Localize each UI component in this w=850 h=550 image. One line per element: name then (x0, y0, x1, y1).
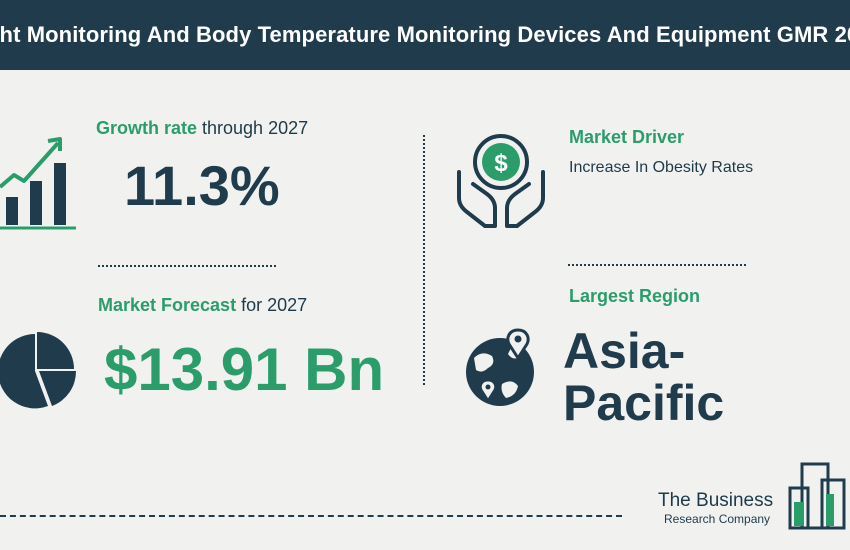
growth-rate-label: Growth rate through 2027 (96, 118, 308, 139)
largest-region-name-line2: Pacific (563, 375, 725, 431)
largest-region-label-text: Largest Region (569, 286, 701, 306)
growth-rate-value: 11.3% (124, 158, 280, 214)
divider-left (98, 265, 276, 267)
market-driver-text: Increase In Obesity Rates (569, 159, 754, 176)
growth-rate-number: 11.3% (124, 154, 280, 217)
bar-chart-growth-icon (0, 137, 76, 230)
largest-region-name-line1: Asia- (563, 323, 686, 379)
market-driver-label-text: Market Driver (569, 127, 685, 147)
growth-rate-label-rest: through 2027 (197, 118, 309, 138)
market-driver-label: Market Driver (569, 127, 684, 148)
pie-chart-icon (0, 332, 77, 409)
bottom-dashed-line (0, 515, 622, 517)
market-forecast-value: $13.91 Bn (104, 340, 384, 400)
company-logo-name: The Business (658, 490, 774, 511)
market-forecast-number: $13.91 Bn (104, 336, 385, 403)
svg-text:$: $ (494, 150, 508, 177)
hands-dollar-coin-icon: $ (457, 134, 545, 228)
market-forecast-label: Market Forecast for 2027 (98, 295, 307, 316)
growth-rate-label-accent: Growth rate (96, 118, 198, 138)
divider-right (568, 264, 746, 266)
header-banner: ght Monitoring And Body Temperature Moni… (0, 0, 850, 70)
largest-region-name: Asia- Pacific (563, 325, 724, 429)
company-logo-tagline: Research Company (664, 512, 771, 526)
vertical-divider (423, 135, 425, 385)
company-logo-building-icon (788, 462, 846, 530)
largest-region-label: Largest Region (569, 286, 700, 307)
report-title: ght Monitoring And Body Temperature Moni… (0, 22, 850, 47)
globe-location-pin-icon (466, 328, 534, 406)
market-forecast-label-rest: for 2027 (236, 295, 308, 315)
market-forecast-label-accent: Market Forecast (98, 295, 237, 315)
